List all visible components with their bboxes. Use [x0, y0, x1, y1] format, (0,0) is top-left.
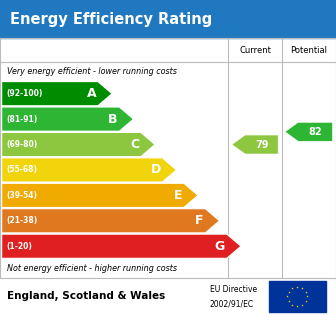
Text: B: B — [108, 112, 118, 126]
Polygon shape — [2, 107, 133, 131]
Text: Potential: Potential — [290, 46, 327, 55]
Text: A: A — [87, 87, 96, 100]
Polygon shape — [2, 234, 241, 258]
Polygon shape — [232, 135, 278, 154]
Polygon shape — [2, 158, 176, 182]
Text: Not energy efficient - higher running costs: Not energy efficient - higher running co… — [7, 264, 177, 273]
Text: EU Directive: EU Directive — [210, 285, 257, 294]
Text: (55-68): (55-68) — [7, 165, 38, 175]
Text: 79: 79 — [255, 140, 268, 150]
Bar — [269, 281, 326, 312]
Text: Very energy efficient - lower running costs: Very energy efficient - lower running co… — [7, 67, 177, 76]
Text: England, Scotland & Wales: England, Scotland & Wales — [7, 291, 165, 301]
Text: Energy Efficiency Rating: Energy Efficiency Rating — [10, 12, 212, 27]
Text: Current: Current — [239, 46, 271, 55]
Text: (1-20): (1-20) — [7, 242, 33, 251]
Text: (21-38): (21-38) — [7, 216, 38, 225]
Polygon shape — [2, 132, 155, 157]
Text: (69-80): (69-80) — [7, 140, 38, 149]
Text: G: G — [215, 240, 225, 253]
Text: (39-54): (39-54) — [7, 191, 38, 200]
Text: F: F — [195, 214, 204, 227]
Bar — [0, 278, 336, 315]
Polygon shape — [285, 122, 333, 141]
Text: E: E — [174, 189, 182, 202]
Text: 82: 82 — [308, 127, 322, 137]
Polygon shape — [2, 82, 112, 106]
Text: C: C — [130, 138, 139, 151]
Polygon shape — [2, 209, 219, 233]
Text: 2002/91/EC: 2002/91/EC — [210, 299, 254, 308]
Polygon shape — [2, 183, 198, 208]
Text: D: D — [151, 163, 161, 176]
Bar — [0, 0, 336, 38]
Text: (92-100): (92-100) — [7, 89, 43, 98]
Text: (81-91): (81-91) — [7, 115, 38, 123]
